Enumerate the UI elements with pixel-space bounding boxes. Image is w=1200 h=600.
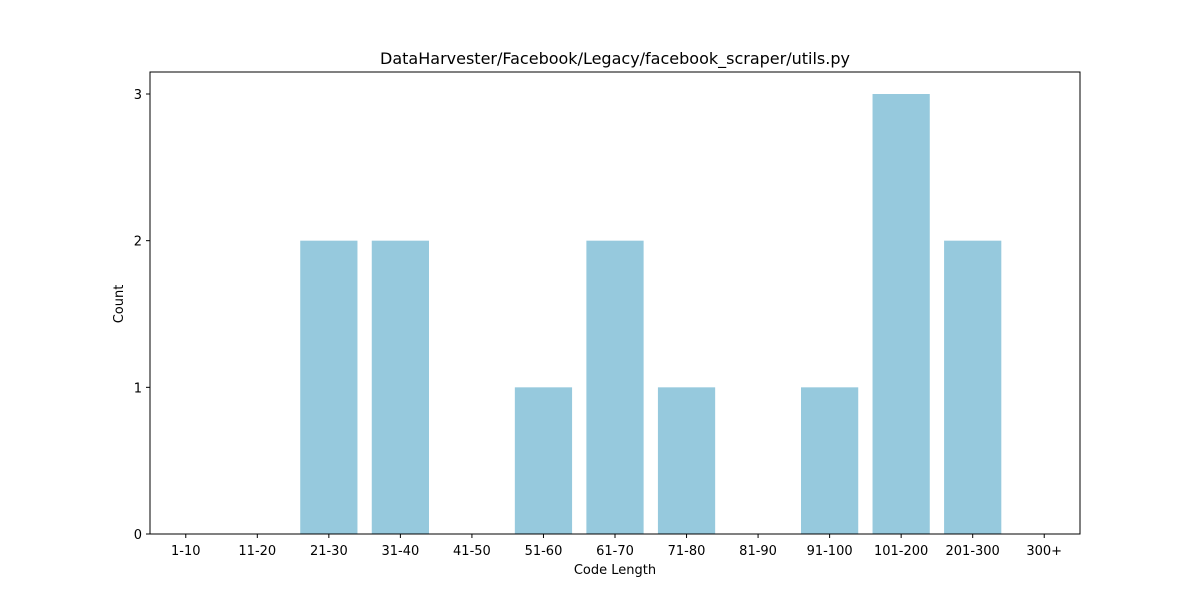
chart-title: DataHarvester/Facebook/Legacy/facebook_s… [380, 49, 850, 69]
y-axis-label: Count [112, 285, 127, 324]
bars-group [300, 94, 1002, 534]
y-tick-label: 3 [134, 88, 142, 103]
x-tick-label: 31-40 [381, 544, 419, 559]
x-axis: 1-10 11-20 21-30 31-40 41-50 51-60 61-70 71-80 8… [171, 534, 1062, 559]
x-tick-label: 300+ [1026, 544, 1062, 559]
x-tick-label: 21-30 [310, 544, 348, 559]
x-tick-label: 91-100 [807, 544, 853, 559]
y-axis: 0 1 2 3 [134, 88, 150, 543]
x-axis-label: Code Length [574, 563, 656, 578]
bar-61-70 [586, 240, 644, 534]
plot-frame [149, 71, 1081, 535]
x-tick-label: 51-60 [525, 544, 563, 559]
bar-71-80 [657, 387, 716, 534]
x-tick-label: 41-50 [453, 544, 491, 559]
y-tick-label: 0 [134, 528, 142, 543]
x-tick-label: 61-70 [596, 544, 634, 559]
y-tick-label: 1 [134, 381, 142, 396]
x-tick-label: 201-300 [946, 544, 1000, 559]
bar-91-100 [801, 387, 859, 534]
bar-51-60 [514, 387, 573, 534]
x-tick-label: 1-10 [171, 544, 201, 559]
x-tick-label: 71-80 [668, 544, 706, 559]
x-tick-label: 101-200 [874, 544, 928, 559]
bar-31-40 [371, 240, 429, 534]
y-tick-label: 2 [134, 235, 142, 250]
bar-21-30 [300, 240, 358, 534]
bar-201-300 [944, 240, 1002, 534]
bar-101-200 [872, 94, 930, 534]
x-tick-label: 11-20 [238, 544, 276, 559]
x-tick-label: 81-90 [739, 544, 777, 559]
